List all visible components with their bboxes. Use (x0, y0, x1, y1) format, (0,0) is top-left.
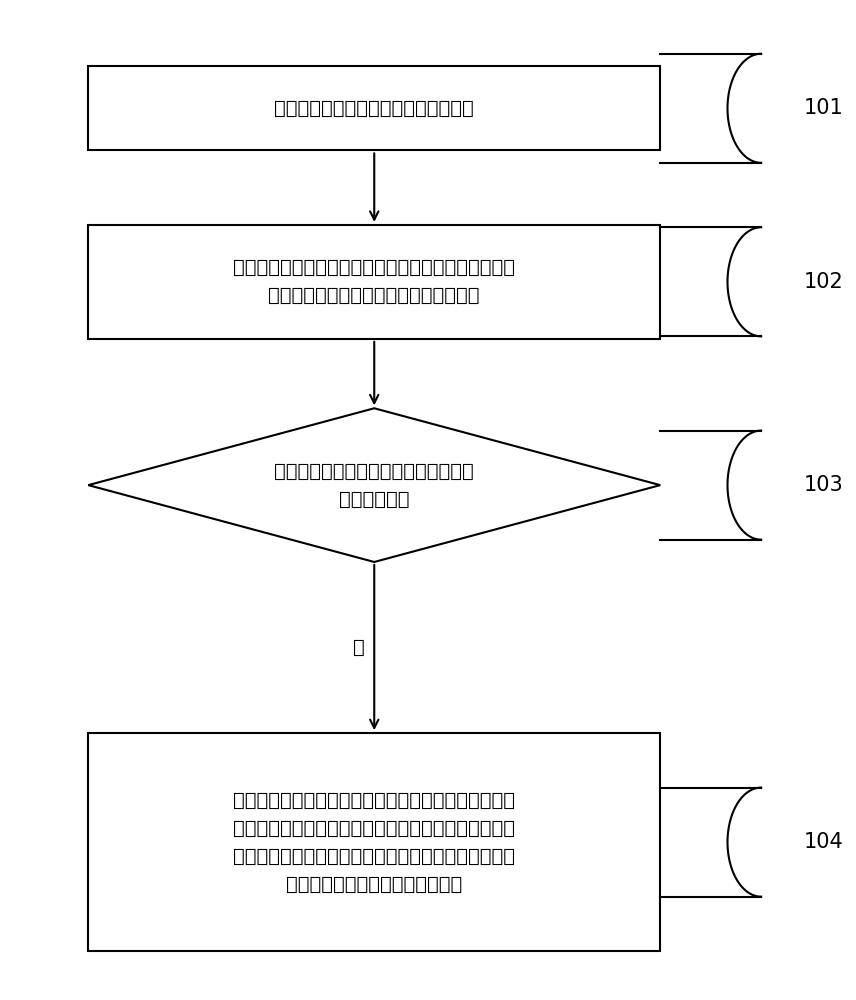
Text: 判断所述第一色温值是否处于所述预设
色温值范围内: 判断所述第一色温值是否处于所述预设 色温值范围内 (275, 462, 474, 509)
Text: 102: 102 (803, 272, 843, 292)
Text: 否: 否 (354, 638, 365, 657)
Bar (88, 225, 660, 339)
Bar (88, 733, 660, 951)
Text: 当所述第一色温值未处于所述预设色温值范围内时，控
制所述电子设备按照预设规则将所述显示单元的色温值
由所述第一色温值调整为第二色温值；其中，所述第二
色温值位于: 当所述第一色温值未处于所述预设色温值范围内时，控 制所述电子设备按照预设规则将所… (233, 791, 515, 894)
Bar (88, 66, 660, 150)
Text: 103: 103 (803, 475, 843, 495)
Text: 104: 104 (803, 832, 843, 852)
Text: 通过所述采集单元采集当前的场景信息: 通过所述采集单元采集当前的场景信息 (275, 99, 474, 118)
Polygon shape (88, 408, 660, 562)
Text: 101: 101 (803, 98, 843, 118)
Text: 根据场景信息与预设色温值范围的对应关系，确定与所
述当前的场景信息对应的预设色温值范围: 根据场景信息与预设色温值范围的对应关系，确定与所 述当前的场景信息对应的预设色温… (233, 258, 515, 305)
